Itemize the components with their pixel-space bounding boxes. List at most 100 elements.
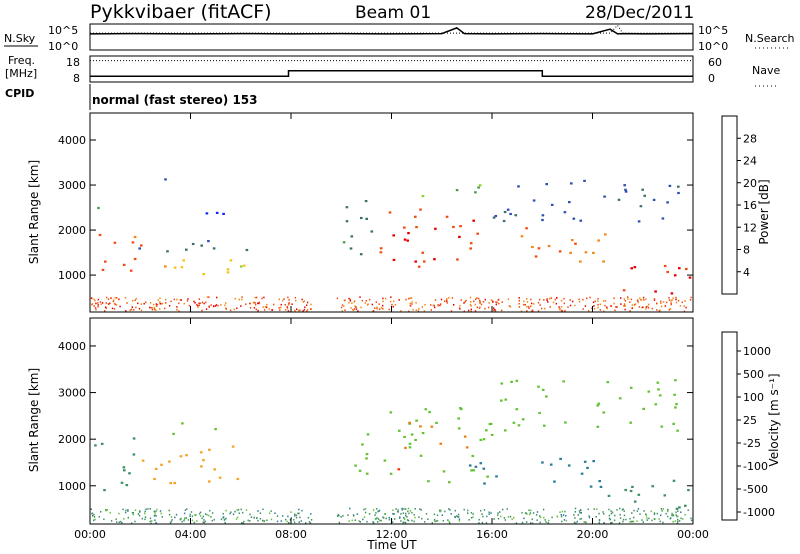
ground-scatter-cell: [441, 514, 443, 516]
ground-scatter-cell: [230, 511, 232, 513]
time-axis-ticks: 00:00 04:00 08:00 12:00 16:00 20:00 00:00: [74, 113, 709, 541]
ground-scatter-cell: [582, 308, 584, 310]
ground-scatter-cell: [457, 513, 460, 516]
range-gate-cell: [569, 251, 572, 254]
ground-scatter-cell: [116, 297, 118, 299]
ground-scatter-cell: [234, 297, 236, 300]
y-tick-label: 3000: [58, 387, 86, 400]
ground-scatter-cell: [507, 516, 510, 518]
ground-scatter-cell: [608, 508, 610, 511]
ground-scatter-cell: [689, 299, 692, 301]
range-gate-cell: [419, 454, 423, 457]
ground-scatter-cell: [546, 298, 548, 300]
range-gate-cell: [656, 381, 660, 384]
ground-scatter-cell: [470, 301, 472, 303]
range-gate-cell: [553, 480, 556, 483]
range-gate-cell: [358, 469, 362, 472]
range-gate-cell: [218, 476, 222, 479]
range-gate-cell: [629, 489, 633, 493]
ground-scatter-cell: [577, 514, 579, 516]
range-gate-cell: [182, 259, 185, 262]
ground-scatter-cell: [93, 516, 96, 518]
ground-scatter-cell: [631, 520, 634, 523]
ground-scatter-cell: [408, 512, 410, 515]
ground-scatter-cell: [392, 509, 394, 511]
ground-scatter-cell: [614, 309, 616, 312]
ground-scatter-cell: [153, 306, 156, 309]
ground-scatter-cell: [478, 518, 480, 521]
ground-scatter-cell: [310, 303, 312, 306]
ground-scatter-cell: [677, 515, 679, 518]
ground-scatter-cell: [606, 307, 608, 310]
ground-scatter-cell: [587, 508, 589, 511]
ground-scatter-cell: [551, 516, 553, 519]
range-gate-cell: [603, 195, 606, 198]
ground-scatter-cell: [530, 509, 532, 512]
ground-scatter-cell: [108, 303, 110, 305]
ground-scatter-cell: [392, 513, 394, 515]
ground-scatter-cell: [403, 516, 405, 519]
range-gate-cell: [94, 444, 97, 447]
x-tick-label: 08:00: [275, 528, 307, 541]
range-gate-cell: [383, 459, 387, 462]
ground-scatter-cell: [98, 516, 100, 518]
ground-scatter-cell: [180, 299, 182, 301]
ground-scatter-cell: [149, 302, 152, 304]
range-gate-cell: [658, 394, 662, 397]
range-gate-cell: [470, 469, 473, 472]
ground-scatter-cell: [539, 304, 541, 306]
power-panel-frame: [89, 112, 694, 313]
noise-ytick-left-top: 10^5: [48, 24, 78, 37]
colorbar-tick-label: -100: [743, 460, 768, 473]
ground-scatter-cell: [629, 517, 631, 520]
ground-scatter-cell: [470, 512, 473, 514]
ground-scatter-cell: [484, 307, 486, 310]
range-gate-cell: [639, 205, 643, 208]
range-gate-cell: [674, 379, 677, 382]
ground-scatter-cell: [191, 519, 194, 522]
ground-scatter-cell: [660, 508, 663, 510]
ground-scatter-cell: [608, 517, 611, 520]
ground-scatter-cell: [661, 510, 663, 512]
ground-scatter-cell: [294, 514, 296, 517]
range-gate-cell: [629, 421, 632, 424]
range-gate-cell: [506, 208, 510, 211]
ground-scatter-cell: [290, 511, 292, 513]
ground-scatter-cell: [257, 519, 259, 522]
range-gate-cell: [637, 220, 641, 223]
ground-scatter-cell: [343, 305, 345, 307]
range-gate-cell: [550, 203, 554, 206]
ground-scatter-cell: [627, 298, 629, 300]
ground-scatter-cell: [341, 304, 344, 306]
ground-scatter-cell: [382, 300, 384, 303]
range-gate-cell: [131, 241, 135, 244]
ground-scatter-cell: [487, 306, 490, 309]
ground-scatter-cell: [90, 508, 92, 510]
ground-scatter-cell: [474, 310, 477, 312]
ground-scatter-cell: [118, 298, 120, 301]
range-gate-cell: [623, 184, 626, 187]
ground-scatter-cell: [164, 298, 167, 301]
ground-scatter-cell: [238, 298, 240, 301]
ground-scatter-cell: [287, 304, 290, 306]
ground-scatter-cell: [208, 514, 210, 517]
freq-ytick-top: 18: [66, 56, 80, 69]
ground-scatter-cell: [280, 303, 282, 306]
ground-scatter-cell: [225, 307, 227, 309]
ground-scatter-cell: [669, 308, 672, 310]
ground-scatter-cell: [476, 306, 478, 309]
ground-scatter-cell: [444, 300, 446, 303]
ground-scatter-cell: [349, 298, 351, 301]
ground-scatter-cell: [469, 296, 472, 299]
noise-sky-line: [89, 27, 694, 35]
beam-title: Beam 01: [355, 3, 431, 23]
range-gate-cell: [410, 433, 414, 436]
range-gate-cell: [494, 214, 498, 218]
ground-scatter-cell: [642, 296, 645, 299]
ground-scatter-cell: [645, 514, 648, 517]
ground-scatter-cell: [588, 515, 590, 517]
ground-scatter-cell: [124, 511, 127, 514]
ground-scatter-cell: [494, 310, 497, 312]
ground-scatter-cell: [499, 511, 501, 513]
ground-scatter-cell: [497, 514, 499, 516]
